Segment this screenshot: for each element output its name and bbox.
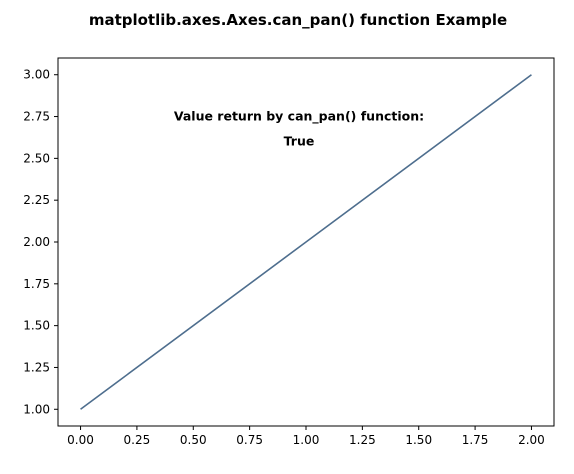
y-tick-label: 2.75 (23, 110, 50, 124)
annotations: Value return by can_pan() function: True (174, 109, 424, 149)
x-tick-label: 0.00 (67, 433, 94, 447)
x-tick-label: 0.50 (180, 433, 207, 447)
y-tick-label: 2.00 (23, 235, 50, 249)
series-line (80, 74, 532, 410)
x-tick-label: 0.75 (236, 433, 263, 447)
annotation-text: True (284, 134, 315, 149)
y-axis: 1.00 1.25 1.50 1.75 2.00 2.25 2.50 2.75 3.00 (23, 68, 58, 416)
y-tick-label: 2.50 (23, 151, 50, 165)
y-tick-label: 1.00 (23, 402, 50, 416)
series-group (80, 74, 532, 410)
annotation-text: Value return by can_pan() function: (174, 109, 424, 125)
x-tick-label: 0.25 (124, 433, 151, 447)
x-tick-label: 1.25 (349, 433, 376, 447)
y-tick-label: 2.25 (23, 193, 50, 207)
x-axis: 0.00 0.25 0.50 0.75 1.00 1.25 1.50 1.75 2.00 (67, 426, 545, 447)
x-tick-label: 1.75 (462, 433, 489, 447)
chart-title: matplotlib.axes.Axes.can_pan() function … (89, 11, 507, 29)
y-tick-label: 1.25 (23, 360, 50, 374)
x-tick-label: 2.00 (518, 433, 545, 447)
y-tick-label: 3.00 (23, 68, 50, 82)
y-tick-label: 1.50 (23, 319, 50, 333)
x-tick-label: 1.50 (405, 433, 432, 447)
y-tick-label: 1.75 (23, 277, 50, 291)
x-tick-label: 1.00 (293, 433, 320, 447)
